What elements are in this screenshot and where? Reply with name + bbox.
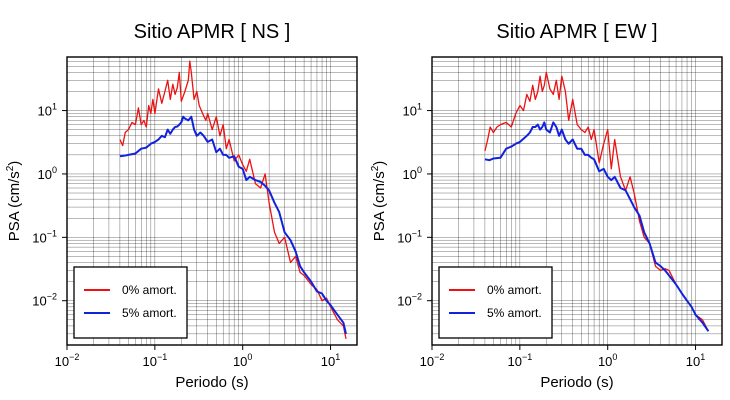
- chart-title: Sitio APMR [ EW ]: [496, 21, 657, 43]
- y-tick-label: 101: [38, 102, 57, 119]
- x-tick-label: 101: [321, 352, 340, 369]
- y-tick-label: 100: [38, 165, 57, 182]
- legend-label: 0% amort.: [487, 283, 542, 297]
- plot-frame: [431, 56, 723, 346]
- legend-box: [438, 266, 553, 339]
- series-line-red: [119, 60, 347, 340]
- series-line-blue: [119, 115, 347, 335]
- plot-frame: [66, 56, 358, 346]
- series-line-red: [484, 71, 709, 332]
- chart-panel-2: Sitio APMR [ EW ] 10−2 10−1 100 101 10−2 10−1 1…: [370, 21, 723, 391]
- y-tick-label: 101: [403, 102, 422, 119]
- x-tick-label: 10−2: [55, 352, 80, 369]
- legend-label: 0% amort.: [122, 283, 177, 297]
- y-tick-label: 10−1: [397, 228, 422, 245]
- legend: 0% amort. 5% amort.: [73, 266, 188, 339]
- x-axis-label: Periodo (s): [175, 374, 248, 391]
- x-axis-label: Periodo (s): [540, 374, 613, 391]
- y-tick-label: 10−2: [397, 292, 422, 309]
- x-tick-label: 100: [598, 352, 617, 369]
- y-tick-label: 100: [403, 165, 422, 182]
- x-tick-label: 10−2: [420, 352, 445, 369]
- series-line-blue: [484, 121, 710, 332]
- y-axis-label: PSA (cm/s2): [370, 161, 388, 242]
- legend-label: 5% amort.: [487, 306, 542, 320]
- y-tick-label: 10−2: [32, 292, 57, 309]
- y-tick-label: 10−1: [32, 228, 57, 245]
- x-tick-label: 101: [686, 352, 705, 369]
- x-tick-label: 10−1: [142, 352, 167, 369]
- x-tick-label: 10−1: [507, 352, 532, 369]
- chart-title: Sitio APMR [ NS ]: [134, 21, 291, 43]
- x-tick-label: 100: [233, 352, 252, 369]
- legend-box: [73, 266, 188, 339]
- y-axis-label: PSA (cm/s2): [5, 161, 23, 242]
- legend-label: 5% amort.: [122, 306, 177, 320]
- legend: 0% amort. 5% amort.: [438, 266, 553, 339]
- chart-panel-1: Sitio APMR [ NS ] 10−2 10−1 100 101 10−2 10−1 1…: [5, 21, 358, 391]
